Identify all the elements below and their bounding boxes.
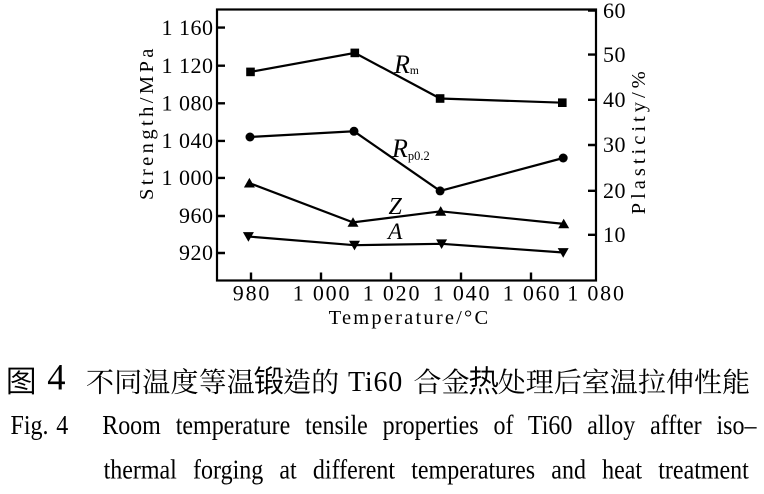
svg-text:1 160: 1 160 (162, 15, 214, 40)
svg-text:Temperature/°C: Temperature/°C (329, 307, 491, 329)
svg-text:4: 4 (47, 356, 65, 397)
svg-text:50: 50 (603, 42, 626, 67)
svg-text:1 080: 1 080 (162, 91, 214, 116)
svg-text:Ti60: Ti60 (348, 367, 403, 398)
svg-text:thermal forging at different t: thermal forging at different temperature… (104, 454, 749, 485)
svg-text:Fig.: Fig. (11, 410, 49, 441)
svg-text:1 020: 1 020 (363, 281, 422, 306)
svg-text:1 040: 1 040 (162, 128, 214, 153)
svg-text:30: 30 (603, 132, 626, 157)
svg-text:Plasticity/%: Plasticity/% (628, 67, 650, 214)
svg-text:A: A (386, 219, 403, 245)
svg-text:10: 10 (603, 222, 626, 247)
svg-text:1 060: 1 060 (503, 281, 562, 306)
svg-text:980: 980 (233, 281, 271, 306)
svg-text:Strength/MPa: Strength/MPa (136, 45, 158, 200)
svg-text:20: 20 (603, 178, 626, 203)
svg-text:60: 60 (603, 0, 626, 23)
svg-text:1 120: 1 120 (162, 53, 214, 78)
svg-text:4: 4 (56, 410, 68, 441)
svg-text:Room temperature tensile prope: Room temperature tensile properties of T… (102, 410, 757, 441)
svg-text:1 000: 1 000 (293, 281, 352, 306)
svg-text:1 080: 1 080 (567, 281, 626, 306)
svg-text:1 040: 1 040 (433, 281, 492, 306)
svg-text:960: 960 (179, 203, 214, 228)
svg-text:1 000: 1 000 (162, 165, 214, 190)
svg-text:920: 920 (179, 240, 214, 265)
svg-text:40: 40 (603, 87, 626, 112)
svg-text:Z: Z (389, 194, 403, 220)
